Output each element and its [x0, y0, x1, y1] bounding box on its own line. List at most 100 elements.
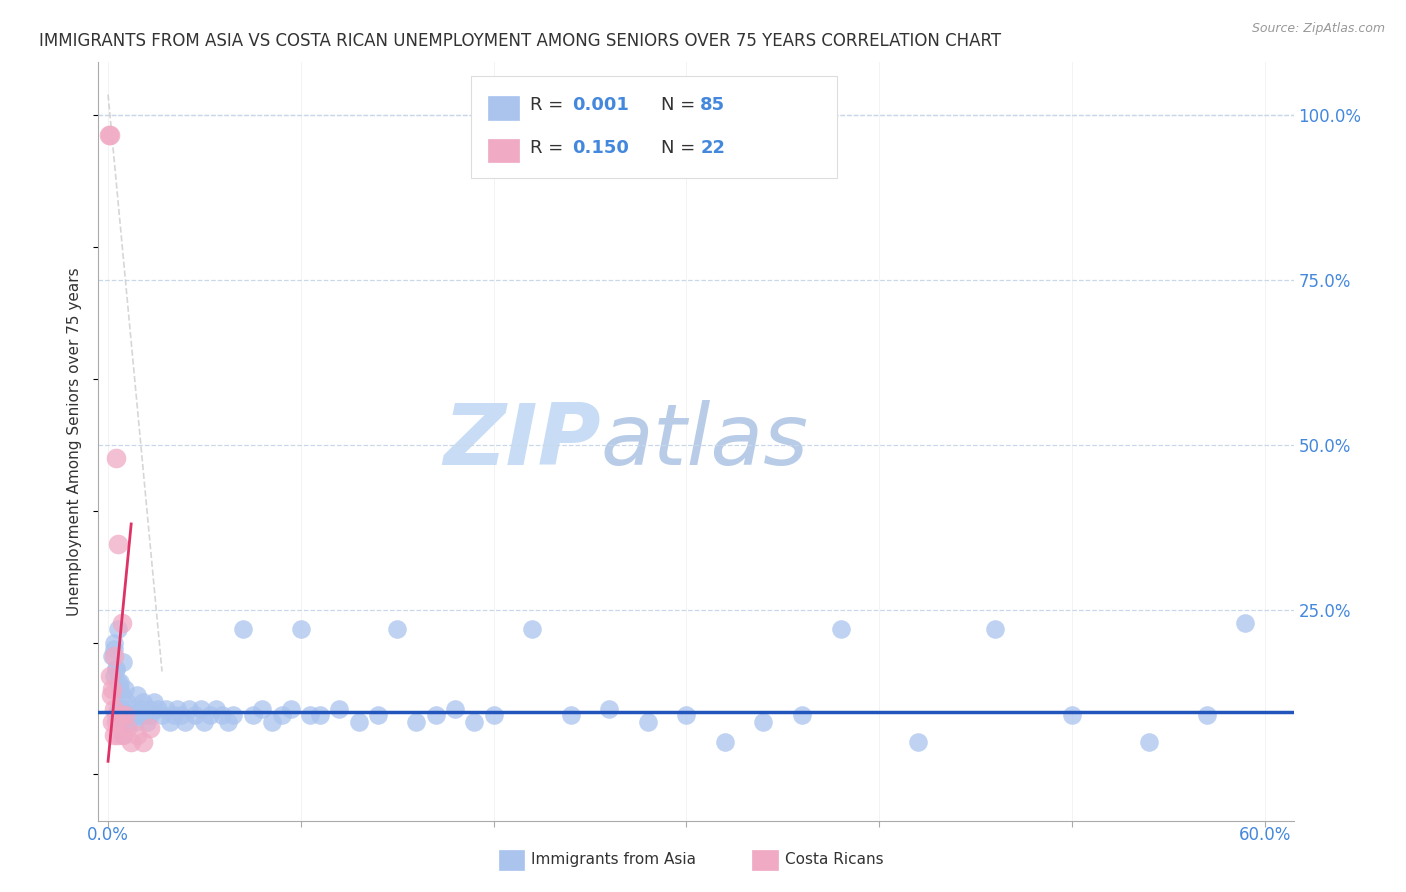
Point: [114, 681, 136, 696]
Point: [463, 714, 485, 729]
Point: [117, 695, 139, 709]
Point: [103, 635, 125, 649]
Point: [107, 623, 129, 637]
Point: [598, 701, 620, 715]
Point: [309, 708, 332, 723]
Point: [98, 128, 121, 142]
Point: [1234, 615, 1257, 630]
Point: [166, 701, 188, 715]
Point: [260, 714, 283, 729]
Point: [299, 708, 322, 723]
Point: [675, 708, 697, 723]
Point: [159, 714, 181, 729]
Point: [104, 708, 127, 723]
Point: [155, 701, 177, 715]
Point: [107, 537, 129, 551]
Point: [101, 714, 124, 729]
Point: [132, 734, 155, 748]
Point: [148, 701, 170, 715]
Point: [138, 701, 160, 715]
Text: 60.0%: 60.0%: [1239, 826, 1291, 844]
Point: [108, 708, 131, 723]
Point: [108, 681, 131, 696]
Point: [217, 714, 239, 729]
Point: [98, 128, 121, 142]
Point: [104, 662, 127, 676]
Point: [367, 708, 389, 723]
Text: 22: 22: [700, 139, 725, 157]
Point: [120, 734, 142, 748]
Text: R =: R =: [530, 139, 569, 157]
Point: [830, 623, 852, 637]
Point: [124, 714, 146, 729]
Point: [984, 623, 1007, 637]
Point: [205, 701, 228, 715]
Point: [270, 708, 292, 723]
Point: [117, 722, 139, 736]
Point: [290, 623, 312, 637]
Point: [103, 642, 125, 657]
Point: [520, 623, 543, 637]
Point: [112, 701, 135, 715]
Point: [177, 701, 200, 715]
Point: [110, 714, 132, 729]
Point: [790, 708, 813, 723]
Point: [114, 708, 136, 723]
Point: [112, 656, 135, 670]
Text: R =: R =: [530, 96, 569, 114]
Point: [134, 708, 156, 723]
Point: [139, 708, 162, 723]
Point: [104, 450, 127, 465]
Point: [104, 714, 127, 729]
Point: [110, 615, 132, 630]
Point: [211, 708, 233, 723]
Point: [104, 662, 127, 676]
Point: [120, 708, 142, 723]
Point: [139, 722, 162, 736]
Text: ZIP: ZIP: [443, 400, 600, 483]
Point: [112, 728, 135, 742]
Point: [150, 708, 173, 723]
Point: [560, 708, 582, 723]
Point: [190, 701, 212, 715]
Point: [347, 714, 370, 729]
Point: [107, 675, 129, 690]
Point: [129, 701, 152, 715]
Text: Source: ZipAtlas.com: Source: ZipAtlas.com: [1251, 22, 1385, 36]
Point: [242, 708, 264, 723]
Point: [128, 708, 150, 723]
Point: [170, 708, 193, 723]
Point: [184, 708, 207, 723]
Point: [252, 701, 274, 715]
Point: [125, 689, 148, 703]
Point: [200, 708, 222, 723]
Point: [425, 708, 447, 723]
Point: [118, 714, 141, 729]
Text: 0.0%: 0.0%: [87, 826, 129, 844]
Point: [752, 714, 775, 729]
Point: [100, 689, 122, 703]
Point: [122, 701, 145, 715]
Point: [107, 728, 129, 742]
Point: [444, 701, 467, 715]
Point: [108, 675, 131, 690]
Point: [174, 714, 197, 729]
Point: [125, 728, 148, 742]
Point: [280, 701, 302, 715]
Point: [193, 714, 215, 729]
Point: [110, 701, 132, 715]
Point: [103, 668, 125, 682]
Point: [132, 695, 155, 709]
Point: [714, 734, 737, 748]
Point: [1060, 708, 1083, 723]
Text: N =: N =: [661, 139, 700, 157]
Point: [110, 689, 132, 703]
Text: 85: 85: [700, 96, 725, 114]
Point: [135, 714, 157, 729]
Text: IMMIGRANTS FROM ASIA VS COSTA RICAN UNEMPLOYMENT AMONG SENIORS OVER 75 YEARS COR: IMMIGRANTS FROM ASIA VS COSTA RICAN UNEM…: [39, 32, 1001, 50]
Point: [328, 701, 350, 715]
Point: [1195, 708, 1218, 723]
Point: [103, 648, 125, 663]
Point: [385, 623, 409, 637]
Point: [482, 708, 505, 723]
